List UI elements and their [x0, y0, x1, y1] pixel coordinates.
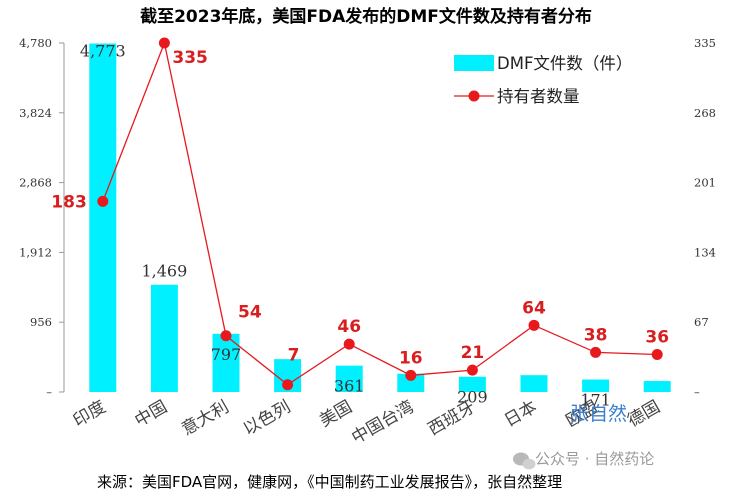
- line-point: [282, 379, 294, 391]
- category-label: 中国台湾: [348, 397, 417, 448]
- line-value-label: 7: [288, 346, 300, 366]
- bar-value-label: 797: [211, 345, 242, 364]
- left-tick-label: 3,824: [19, 106, 52, 120]
- legend-bar-swatch: [454, 55, 494, 71]
- left-tick-label: 956: [30, 315, 52, 329]
- line-point: [651, 348, 663, 360]
- category-label: 西班牙: [425, 397, 479, 440]
- right-tick-label: 67: [694, 315, 709, 329]
- bar-value-label: 361: [334, 377, 365, 396]
- bar-中国: [150, 284, 178, 392]
- line-value-label: 54: [238, 303, 262, 323]
- right-tick-label: 268: [694, 106, 716, 120]
- category-label: 德国: [624, 397, 663, 431]
- bar-series: 4,773 1,469 797 361 209 171: [80, 42, 671, 410]
- right-tick-label: –: [694, 385, 700, 399]
- bar-西班牙: [458, 376, 486, 392]
- category-label: 美国: [316, 397, 355, 431]
- legend-line-label: 持有者数量: [497, 87, 580, 106]
- category-label: 中国: [131, 397, 170, 431]
- bar-value-label: 171: [580, 391, 611, 410]
- bar-value-label: 1,469: [141, 262, 187, 281]
- line-value-label: 183: [51, 192, 87, 212]
- category-label: 意大利: [178, 397, 232, 440]
- chart-title: 截至2023年底，美国FDA发布的DMF文件数及持有者分布: [140, 6, 592, 27]
- right-tick-label: 134: [694, 245, 716, 259]
- bar-value-label: 4,773: [80, 42, 126, 61]
- source-note: 来源：美国FDA官网，健康网，《中国制药工业发展报告》，张自然整理: [97, 473, 562, 491]
- bar-印度: [89, 43, 117, 393]
- left-tick-label: 1,912: [19, 245, 52, 259]
- line-point: [343, 338, 355, 350]
- line-value-label: 36: [645, 327, 669, 347]
- line-value-label: 335: [172, 48, 208, 68]
- right-tick-label: 201: [694, 176, 716, 190]
- left-axis: – 956 1,912 2,868 3,824 4,780: [19, 36, 65, 399]
- bar-value-label: 209: [457, 388, 488, 407]
- legend-line-marker: [468, 90, 480, 102]
- line-point: [158, 37, 170, 49]
- watermark: 公众号 · 自然药论: [535, 450, 654, 468]
- category-label: 印度: [70, 397, 109, 431]
- line-value-label: 46: [337, 317, 361, 337]
- line-value-label: 21: [461, 343, 485, 363]
- line-value-label: 38: [584, 325, 608, 345]
- line-point: [97, 195, 109, 207]
- line-path: [102, 40, 658, 386]
- legend: DMF文件数（件） 持有者数量: [454, 54, 632, 106]
- left-tick-label: –: [46, 385, 52, 399]
- left-tick-label: 4,780: [19, 36, 52, 50]
- wechat-icon: [513, 452, 536, 470]
- right-tick-label: 335: [694, 36, 716, 50]
- left-tick-label: 2,868: [19, 176, 52, 190]
- line-value-label: 16: [399, 348, 423, 368]
- bar-美国: [335, 365, 363, 392]
- right-axis: – 67 134 201 268 335: [694, 36, 716, 399]
- line-point: [405, 369, 417, 381]
- line-point: [528, 319, 540, 331]
- category-label: 日本: [501, 397, 540, 431]
- line-value-label: 64: [522, 298, 546, 318]
- line-point: [466, 364, 478, 376]
- legend-bar-label: DMF文件数（件）: [497, 54, 632, 73]
- signature: 张自然: [570, 403, 627, 425]
- line-point: [220, 330, 232, 342]
- bar-德国: [643, 381, 671, 392]
- line-series: 183 335 54 7 46 16 21 64 38 36: [51, 37, 669, 391]
- bar-欧盟: [582, 379, 610, 392]
- line-point: [590, 346, 602, 358]
- bar-中国台湾: [397, 373, 425, 392]
- bar-日本: [520, 375, 548, 392]
- category-label: 以色列: [240, 397, 294, 440]
